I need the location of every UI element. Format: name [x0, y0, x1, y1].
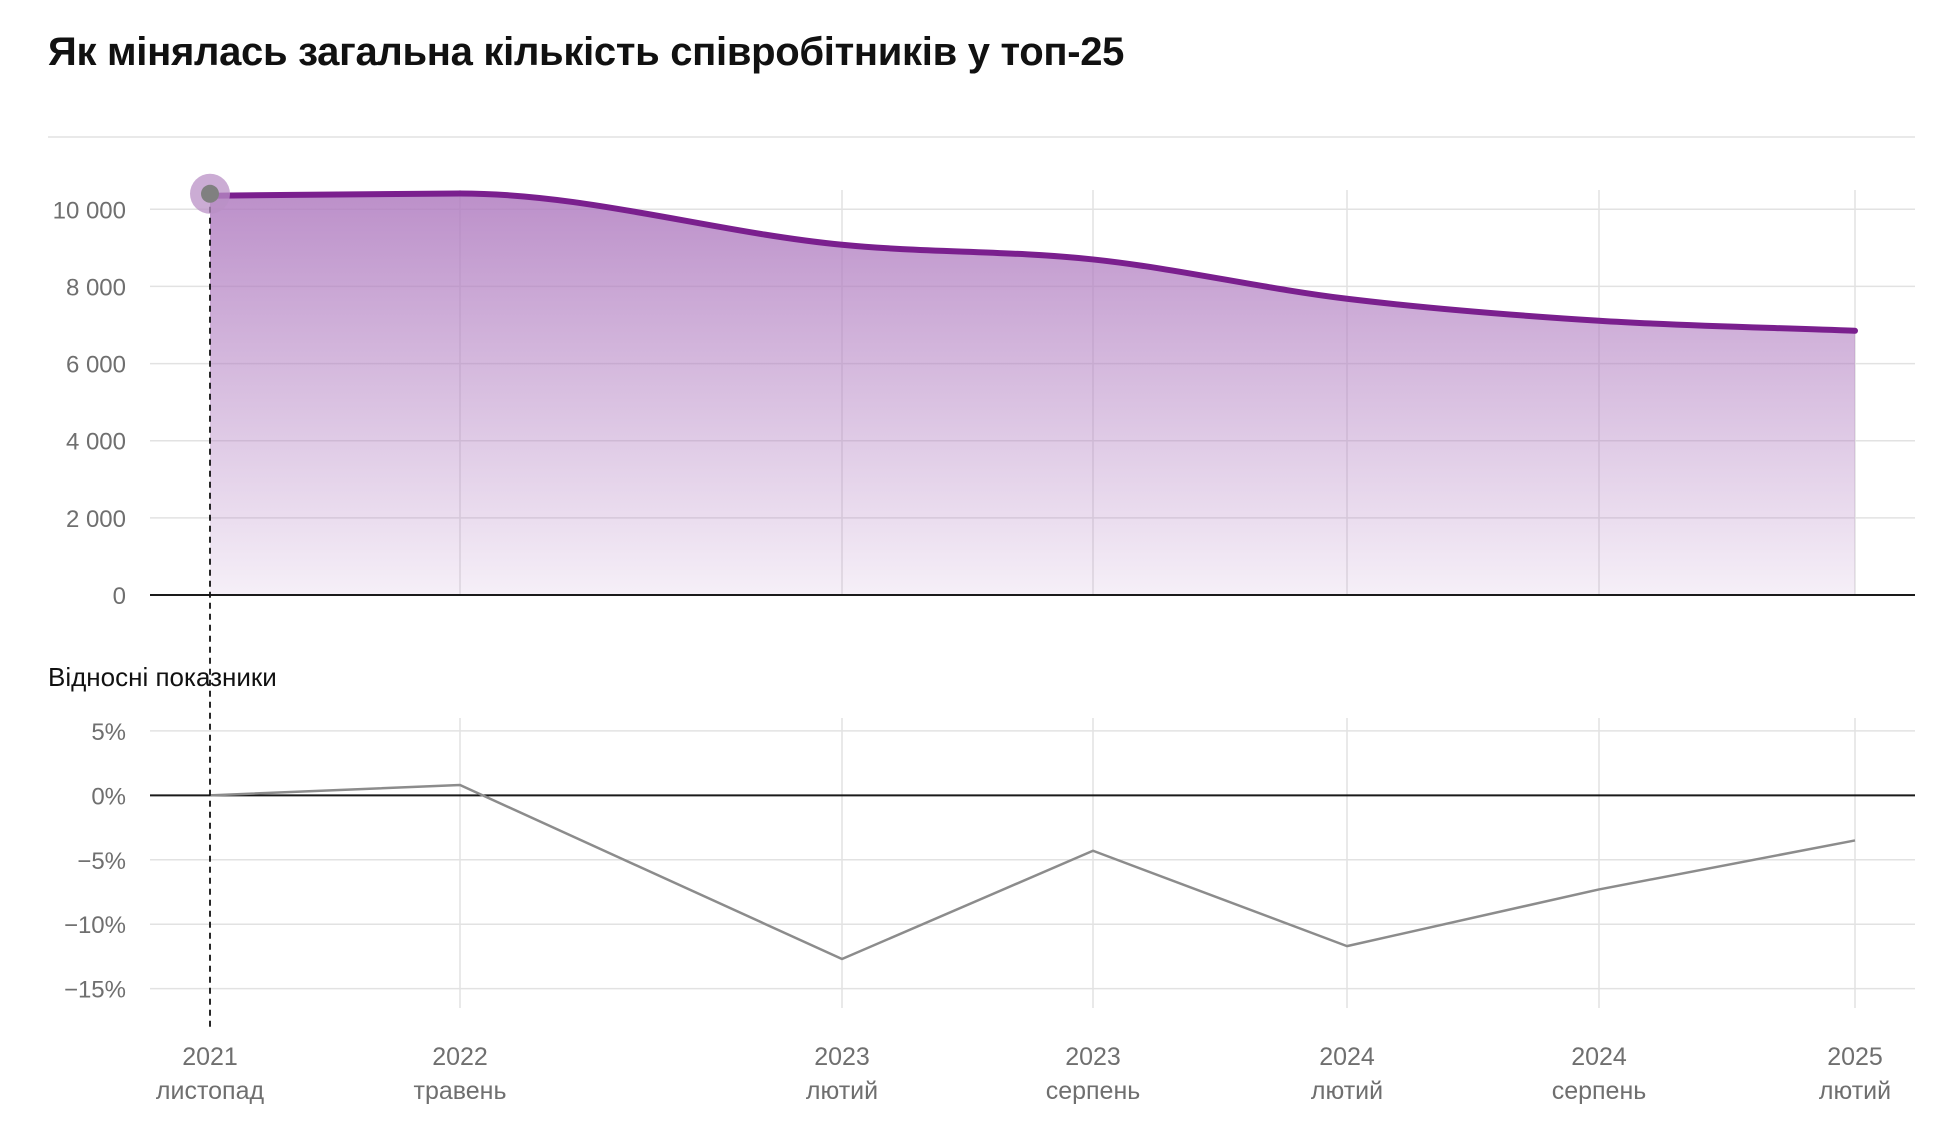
x-tick-year: 2022 — [432, 1043, 488, 1071]
hover-cursor[interactable] — [190, 173, 230, 1030]
y-tick-label: 5% — [91, 719, 126, 746]
x-tick-year: 2024 — [1571, 1043, 1627, 1071]
y-tick-label: 6 000 — [66, 352, 126, 379]
y-tick-label: 10 000 — [53, 197, 126, 224]
x-tick-year: 2023 — [814, 1043, 870, 1071]
x-tick-month: травень — [414, 1077, 507, 1105]
highlight-dot — [201, 184, 219, 203]
y-tick-label: 4 000 — [66, 429, 126, 456]
top-chart-y-tick-labels: 0 2 000 4 000 6 000 8 000 10 000 — [53, 197, 126, 610]
relative-line-series — [209, 783, 1856, 961]
x-tick-month: лютий — [1311, 1077, 1383, 1105]
x-tick-year: 2024 — [1319, 1043, 1375, 1071]
y-tick-label: −15% — [64, 977, 126, 1004]
x-tick-month: лютий — [1819, 1077, 1891, 1105]
x-tick-month: листопад — [156, 1077, 265, 1105]
y-tick-label: −10% — [64, 912, 126, 939]
y-tick-label: −5% — [77, 848, 126, 875]
chart-title: Як мінялась загальна кількість співробіт… — [48, 30, 1125, 74]
y-tick-label: 2 000 — [66, 506, 126, 533]
x-tick-year: 2025 — [1827, 1043, 1883, 1071]
y-tick-label: 0% — [91, 783, 126, 810]
area-fill — [210, 193, 1855, 595]
y-tick-label: 8 000 — [66, 274, 126, 301]
relative-chart-title: Відносні показники — [48, 662, 277, 692]
relative-chart-line — [209, 783, 1856, 961]
x-axis-labels: 2021 листопад 2022 травень 2023 лютий 2023 серп… — [156, 1043, 1891, 1105]
x-tick-month: серпень — [1552, 1077, 1647, 1105]
relative-chart-grid — [150, 718, 1915, 1008]
y-tick-label: 0 — [113, 583, 126, 610]
x-tick-year: 2023 — [1065, 1043, 1121, 1071]
x-tick-month: лютий — [806, 1077, 878, 1105]
top-chart-area — [207, 190, 1858, 595]
relative-chart-y-tick-labels: 5% 0% −5% −10% −15% — [64, 719, 126, 1004]
x-tick-year: 2021 — [182, 1043, 238, 1071]
x-tick-month: серпень — [1046, 1077, 1141, 1105]
